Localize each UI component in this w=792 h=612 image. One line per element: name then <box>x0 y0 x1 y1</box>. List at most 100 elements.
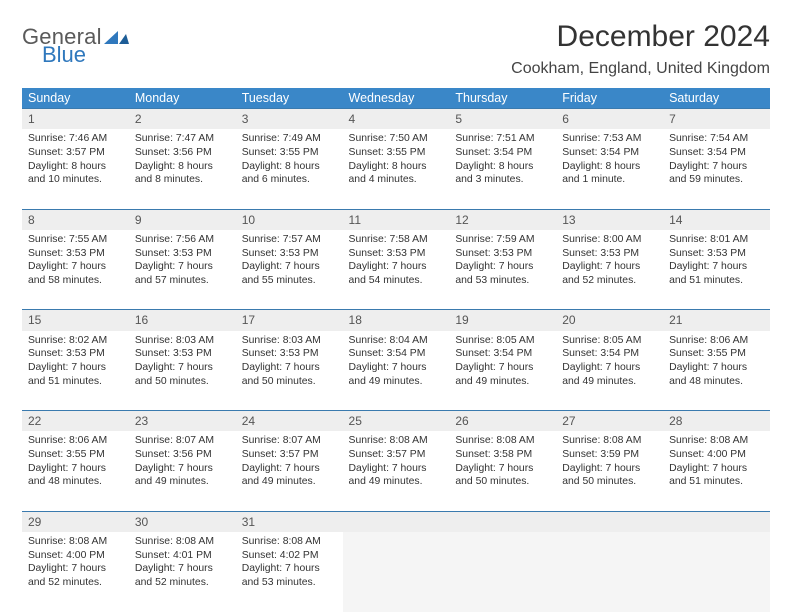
weekday-header: Friday <box>556 88 663 109</box>
day-number-row: 891011121314 <box>22 209 770 230</box>
day-cell: Sunrise: 7:47 AMSunset: 3:56 PMDaylight:… <box>129 129 236 209</box>
day-number-cell: 4 <box>343 109 450 130</box>
day-number-cell: 30 <box>129 511 236 532</box>
day-cell: Sunrise: 8:02 AMSunset: 3:53 PMDaylight:… <box>22 331 129 411</box>
day-details: Sunrise: 8:05 AMSunset: 3:54 PMDaylight:… <box>556 331 663 395</box>
day-number-cell: 10 <box>236 209 343 230</box>
day-details: Sunrise: 8:02 AMSunset: 3:53 PMDaylight:… <box>22 331 129 395</box>
weekday-header-row: Sunday Monday Tuesday Wednesday Thursday… <box>22 88 770 109</box>
day-cell: Sunrise: 7:59 AMSunset: 3:53 PMDaylight:… <box>449 230 556 310</box>
day-cell: Sunrise: 8:05 AMSunset: 3:54 PMDaylight:… <box>556 331 663 411</box>
day-details: Sunrise: 8:01 AMSunset: 3:53 PMDaylight:… <box>663 230 770 294</box>
day-number-cell: 24 <box>236 411 343 432</box>
day-number-cell: 20 <box>556 310 663 331</box>
day-body-row: Sunrise: 8:08 AMSunset: 4:00 PMDaylight:… <box>22 532 770 612</box>
day-details: Sunrise: 8:03 AMSunset: 3:53 PMDaylight:… <box>236 331 343 395</box>
day-number-row: 293031 <box>22 511 770 532</box>
day-cell: Sunrise: 8:03 AMSunset: 3:53 PMDaylight:… <box>129 331 236 411</box>
day-cell: Sunrise: 8:08 AMSunset: 4:00 PMDaylight:… <box>663 431 770 511</box>
day-cell: Sunrise: 8:08 AMSunset: 4:01 PMDaylight:… <box>129 532 236 612</box>
day-details: Sunrise: 8:08 AMSunset: 4:00 PMDaylight:… <box>663 431 770 495</box>
day-number-cell: 21 <box>663 310 770 331</box>
day-details: Sunrise: 8:08 AMSunset: 3:58 PMDaylight:… <box>449 431 556 495</box>
day-number-cell: 18 <box>343 310 450 331</box>
day-cell: Sunrise: 7:46 AMSunset: 3:57 PMDaylight:… <box>22 129 129 209</box>
day-cell: Sunrise: 8:08 AMSunset: 3:58 PMDaylight:… <box>449 431 556 511</box>
day-number-cell: 17 <box>236 310 343 331</box>
day-cell: Sunrise: 8:08 AMSunset: 3:57 PMDaylight:… <box>343 431 450 511</box>
day-number-cell: 14 <box>663 209 770 230</box>
day-body-row: Sunrise: 8:02 AMSunset: 3:53 PMDaylight:… <box>22 331 770 411</box>
brand-logo: General Blue <box>22 20 130 66</box>
day-details: Sunrise: 7:50 AMSunset: 3:55 PMDaylight:… <box>343 129 450 193</box>
day-number-cell <box>663 511 770 532</box>
day-details: Sunrise: 7:56 AMSunset: 3:53 PMDaylight:… <box>129 230 236 294</box>
day-number-cell: 19 <box>449 310 556 331</box>
day-number-cell: 15 <box>22 310 129 331</box>
day-cell: Sunrise: 7:54 AMSunset: 3:54 PMDaylight:… <box>663 129 770 209</box>
weekday-header: Thursday <box>449 88 556 109</box>
day-details: Sunrise: 7:59 AMSunset: 3:53 PMDaylight:… <box>449 230 556 294</box>
day-cell: Sunrise: 8:07 AMSunset: 3:56 PMDaylight:… <box>129 431 236 511</box>
day-number-cell: 26 <box>449 411 556 432</box>
day-details: Sunrise: 8:08 AMSunset: 4:00 PMDaylight:… <box>22 532 129 596</box>
day-cell: Sunrise: 7:57 AMSunset: 3:53 PMDaylight:… <box>236 230 343 310</box>
day-details: Sunrise: 7:51 AMSunset: 3:54 PMDaylight:… <box>449 129 556 193</box>
day-cell: Sunrise: 8:00 AMSunset: 3:53 PMDaylight:… <box>556 230 663 310</box>
day-number-cell: 27 <box>556 411 663 432</box>
day-details: Sunrise: 8:04 AMSunset: 3:54 PMDaylight:… <box>343 331 450 395</box>
day-number-cell: 9 <box>129 209 236 230</box>
title-block: December 2024 Cookham, England, United K… <box>511 20 770 78</box>
day-cell <box>449 532 556 612</box>
day-cell: Sunrise: 8:06 AMSunset: 3:55 PMDaylight:… <box>22 431 129 511</box>
day-cell <box>343 532 450 612</box>
day-details: Sunrise: 7:49 AMSunset: 3:55 PMDaylight:… <box>236 129 343 193</box>
day-number-row: 1234567 <box>22 109 770 130</box>
day-cell: Sunrise: 8:08 AMSunset: 4:00 PMDaylight:… <box>22 532 129 612</box>
day-cell: Sunrise: 8:08 AMSunset: 4:02 PMDaylight:… <box>236 532 343 612</box>
day-details: Sunrise: 8:00 AMSunset: 3:53 PMDaylight:… <box>556 230 663 294</box>
day-cell: Sunrise: 8:06 AMSunset: 3:55 PMDaylight:… <box>663 331 770 411</box>
day-number-cell: 6 <box>556 109 663 130</box>
day-number-cell: 13 <box>556 209 663 230</box>
day-number-cell: 7 <box>663 109 770 130</box>
day-details: Sunrise: 8:08 AMSunset: 3:57 PMDaylight:… <box>343 431 450 495</box>
day-cell: Sunrise: 7:53 AMSunset: 3:54 PMDaylight:… <box>556 129 663 209</box>
weekday-header: Monday <box>129 88 236 109</box>
day-details: Sunrise: 8:06 AMSunset: 3:55 PMDaylight:… <box>22 431 129 495</box>
weekday-header: Wednesday <box>343 88 450 109</box>
day-cell <box>556 532 663 612</box>
day-details: Sunrise: 8:08 AMSunset: 4:02 PMDaylight:… <box>236 532 343 596</box>
day-details: Sunrise: 8:07 AMSunset: 3:56 PMDaylight:… <box>129 431 236 495</box>
calendar-body: 1234567Sunrise: 7:46 AMSunset: 3:57 PMDa… <box>22 109 770 612</box>
day-number-cell: 23 <box>129 411 236 432</box>
day-cell: Sunrise: 8:08 AMSunset: 3:59 PMDaylight:… <box>556 431 663 511</box>
day-cell: Sunrise: 7:58 AMSunset: 3:53 PMDaylight:… <box>343 230 450 310</box>
day-number-cell: 8 <box>22 209 129 230</box>
day-cell <box>663 532 770 612</box>
day-cell: Sunrise: 7:55 AMSunset: 3:53 PMDaylight:… <box>22 230 129 310</box>
calendar-table: Sunday Monday Tuesday Wednesday Thursday… <box>22 88 770 612</box>
day-cell: Sunrise: 7:56 AMSunset: 3:53 PMDaylight:… <box>129 230 236 310</box>
day-number-row: 15161718192021 <box>22 310 770 331</box>
brand-word-2: Blue <box>42 44 130 66</box>
day-details: Sunrise: 8:08 AMSunset: 4:01 PMDaylight:… <box>129 532 236 596</box>
day-number-cell: 29 <box>22 511 129 532</box>
day-body-row: Sunrise: 7:46 AMSunset: 3:57 PMDaylight:… <box>22 129 770 209</box>
day-number-cell: 16 <box>129 310 236 331</box>
day-cell: Sunrise: 8:01 AMSunset: 3:53 PMDaylight:… <box>663 230 770 310</box>
header: General Blue December 2024 Cookham, Engl… <box>22 20 770 78</box>
day-number-cell <box>556 511 663 532</box>
day-number-cell: 22 <box>22 411 129 432</box>
day-number-cell: 2 <box>129 109 236 130</box>
day-number-cell <box>449 511 556 532</box>
day-number-row: 22232425262728 <box>22 411 770 432</box>
day-cell: Sunrise: 8:04 AMSunset: 3:54 PMDaylight:… <box>343 331 450 411</box>
month-title: December 2024 <box>511 20 770 54</box>
day-body-row: Sunrise: 7:55 AMSunset: 3:53 PMDaylight:… <box>22 230 770 310</box>
day-body-row: Sunrise: 8:06 AMSunset: 3:55 PMDaylight:… <box>22 431 770 511</box>
day-number-cell: 5 <box>449 109 556 130</box>
day-number-cell: 1 <box>22 109 129 130</box>
day-cell: Sunrise: 8:03 AMSunset: 3:53 PMDaylight:… <box>236 331 343 411</box>
day-details: Sunrise: 7:58 AMSunset: 3:53 PMDaylight:… <box>343 230 450 294</box>
